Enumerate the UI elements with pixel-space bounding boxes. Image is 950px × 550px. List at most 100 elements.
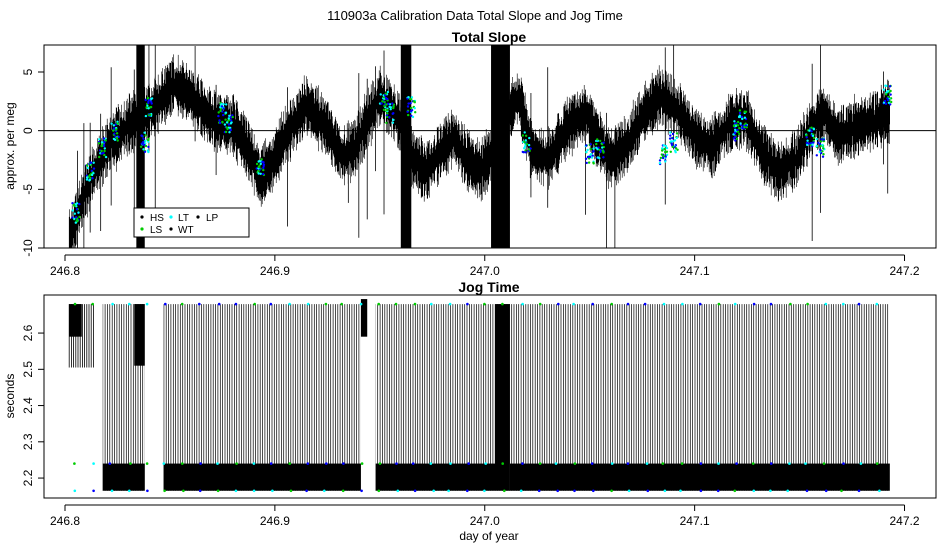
calibration-point <box>257 165 260 169</box>
calibration-point <box>815 137 818 141</box>
calibration-point <box>889 89 892 93</box>
calibration-point <box>744 124 748 127</box>
calibration-point <box>412 100 415 103</box>
calibration-point <box>112 124 116 127</box>
jog-marker <box>342 462 345 465</box>
jog-marker <box>466 302 469 306</box>
calibration-point <box>90 173 94 177</box>
jog-marker <box>735 462 738 465</box>
x-tick-label: 246.8 <box>50 264 80 278</box>
calibration-point <box>736 124 740 127</box>
jog-marker <box>591 302 594 306</box>
calibration-point <box>257 169 260 173</box>
calibration-point <box>736 130 740 133</box>
calibration-point <box>671 137 674 140</box>
calibration-point <box>819 140 823 143</box>
jog-marker <box>537 489 541 493</box>
calibration-point <box>743 125 746 129</box>
calibration-point <box>413 107 416 110</box>
calibration-point <box>389 106 392 109</box>
calibration-point <box>815 144 818 148</box>
jog-marker <box>610 462 614 465</box>
calibration-point <box>389 108 392 111</box>
jog-marker <box>145 462 149 465</box>
jog-marker <box>769 302 773 306</box>
calibration-point <box>588 155 592 159</box>
jog-marker <box>199 462 202 465</box>
jog-marker <box>521 302 524 306</box>
calibration-point <box>261 160 264 164</box>
jog-marker <box>662 302 666 306</box>
y-tick-label: 0 <box>21 127 35 134</box>
calibration-point <box>73 217 76 220</box>
calibration-point <box>100 152 104 155</box>
calibration-point <box>522 151 525 154</box>
x-tick-label: 246.8 <box>50 514 80 528</box>
calibration-point <box>86 176 89 179</box>
calibration-point <box>664 155 667 158</box>
calibration-point <box>662 154 665 158</box>
jog-marker <box>627 489 631 493</box>
calibration-point <box>807 142 811 145</box>
jog-marker <box>643 302 647 306</box>
calibration-point <box>889 103 892 106</box>
calibration-point <box>386 90 390 94</box>
calibration-point <box>260 158 263 161</box>
calibration-point <box>812 141 815 144</box>
calibration-point <box>227 119 230 122</box>
calibration-point <box>669 150 672 153</box>
calibration-point <box>409 110 413 113</box>
calibration-point <box>586 148 589 152</box>
calibration-point <box>810 126 813 129</box>
calibration-point <box>658 161 662 165</box>
jog-marker <box>875 302 879 306</box>
calibration-point <box>805 134 808 137</box>
jog-marker <box>198 489 202 493</box>
calibration-point <box>114 123 117 126</box>
calibration-point <box>736 128 739 132</box>
total-slope-plot-area <box>44 45 936 248</box>
jog-marker <box>108 462 112 465</box>
jog-marker <box>235 462 238 465</box>
calibration-point <box>738 109 742 112</box>
jog-marker <box>128 489 131 493</box>
calibration-point <box>669 140 673 143</box>
calibration-point <box>669 134 672 137</box>
calibration-point <box>75 219 79 222</box>
calibration-point <box>595 142 598 146</box>
calibration-point <box>669 131 672 134</box>
x-tick-label: 247.1 <box>680 264 710 278</box>
jog-marker <box>323 489 326 493</box>
calibration-point <box>733 120 736 123</box>
calibration-point <box>74 203 78 206</box>
jog-marker <box>306 462 310 465</box>
calibration-point <box>392 118 395 122</box>
jog-marker <box>467 462 471 465</box>
legend-label-ls: LS <box>150 225 163 236</box>
figure-title: 110903a Calibration Data Total Slope and… <box>327 8 623 23</box>
calibration-point <box>104 155 108 159</box>
y-tick-label: -10 <box>21 239 35 257</box>
jog-low-band <box>163 463 361 491</box>
calibration-point <box>739 122 742 125</box>
total-slope-y-label: approx. per meg <box>3 102 17 189</box>
jog-marker <box>699 462 703 465</box>
calibration-point <box>591 154 594 157</box>
jog-marker <box>360 489 363 493</box>
calibration-point <box>113 132 116 135</box>
calibration-point <box>882 88 886 91</box>
calibration-point <box>383 101 386 104</box>
calibration-point <box>812 128 816 131</box>
calibration-point <box>676 148 679 151</box>
legend-marker-ls <box>140 227 144 231</box>
jog-marker <box>681 302 684 306</box>
legend-marker-lp <box>196 215 200 219</box>
calibration-point <box>523 140 526 143</box>
calibration-point <box>410 97 413 101</box>
jog-marker <box>842 462 845 465</box>
jog-marker <box>484 462 488 465</box>
jog-marker <box>521 462 524 465</box>
calibration-point <box>386 115 389 119</box>
jog-marker <box>413 302 417 306</box>
calibration-point <box>92 167 96 170</box>
